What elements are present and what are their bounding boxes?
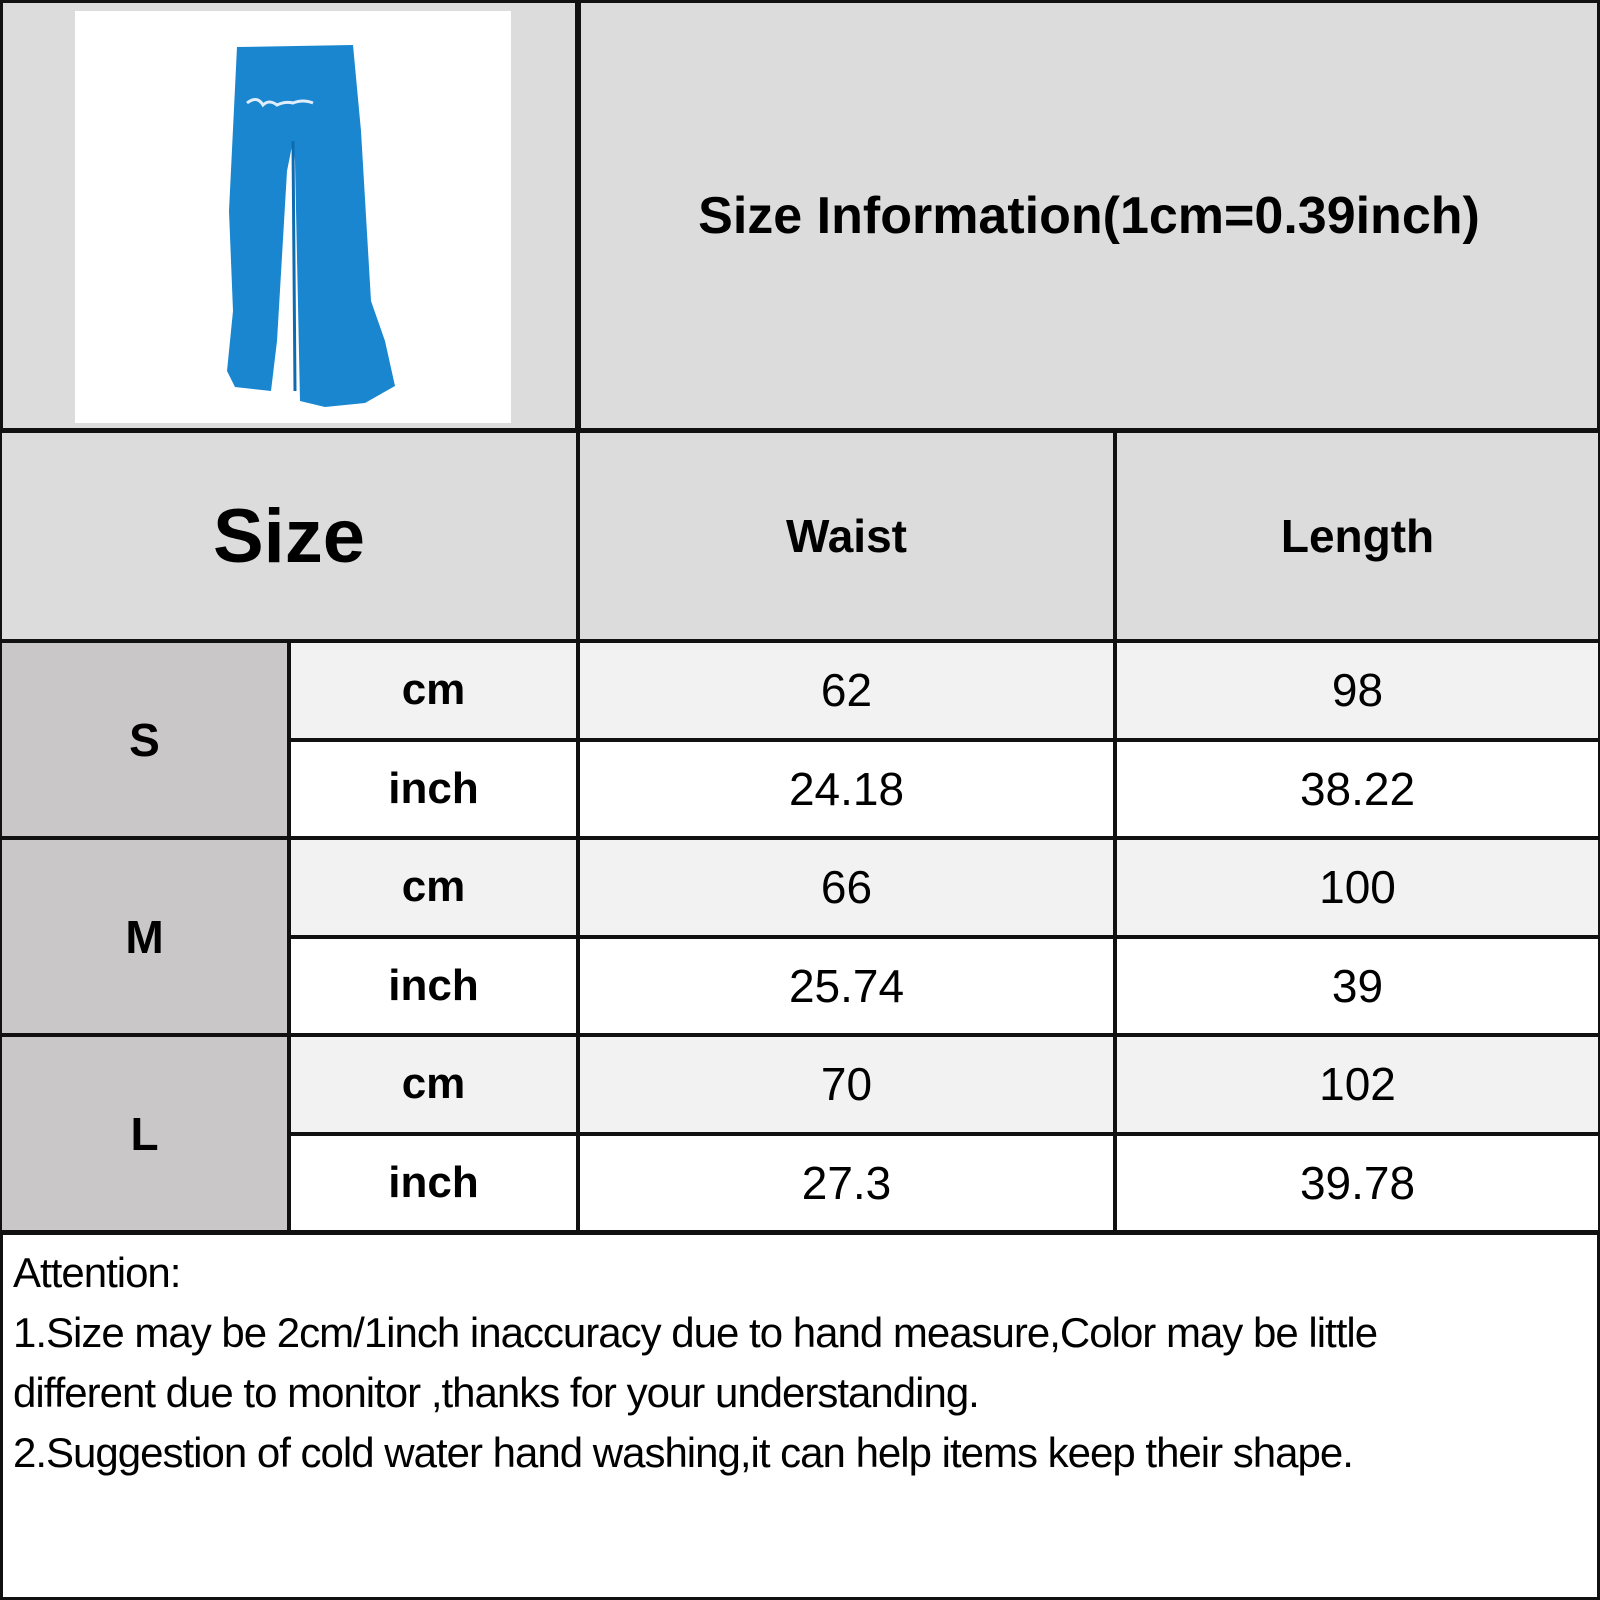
- size-cell: S: [0, 641, 289, 838]
- title-cell: Size Information(1cm=0.39inch): [578, 0, 1600, 431]
- waist-value: 25.74: [788, 959, 905, 1012]
- length-cell: 98: [1115, 641, 1600, 740]
- waist-cell: 27.3: [578, 1133, 1115, 1232]
- length-value: 38.22: [1299, 762, 1416, 815]
- header-waist-label: Waist: [786, 510, 907, 562]
- header-waist: Waist: [578, 431, 1115, 641]
- unit-label: cm: [401, 665, 466, 715]
- size-label: L: [130, 1107, 159, 1160]
- product-image-cell: [0, 0, 578, 431]
- unit-label: cm: [401, 862, 466, 912]
- waist-value: 70: [820, 1058, 873, 1111]
- header-size: Size: [0, 431, 578, 641]
- waist-cell: 66: [578, 838, 1115, 937]
- unit-label: inch: [388, 1157, 479, 1207]
- size-label: M: [125, 910, 164, 963]
- length-cell: 39: [1115, 936, 1600, 1035]
- size-cell: M: [0, 838, 289, 1035]
- attention-line: different due to monitor ,thanks for you…: [13, 1369, 980, 1416]
- header-length-label: Length: [1280, 510, 1435, 562]
- waist-value: 27.3: [801, 1156, 892, 1209]
- length-value: 98: [1331, 664, 1384, 717]
- attention-heading: Attention:: [13, 1249, 181, 1296]
- waist-value: 62: [820, 664, 873, 717]
- unit-label: inch: [388, 960, 479, 1010]
- page-title: Size Information(1cm=0.39inch): [698, 186, 1480, 245]
- length-value: 100: [1319, 861, 1396, 914]
- length-value: 102: [1319, 1058, 1396, 1111]
- pants-icon: [227, 45, 395, 407]
- product-image: [75, 11, 511, 423]
- length-cell: 100: [1115, 838, 1600, 937]
- length-cell: 38.22: [1115, 739, 1600, 838]
- unit-cell: cm: [289, 641, 578, 740]
- unit-label: inch: [388, 763, 479, 813]
- waist-value: 24.18: [788, 762, 905, 815]
- attention-note: Attention: 1.Size may be 2cm/1inch inacc…: [0, 1232, 1600, 1600]
- length-cell: 102: [1115, 1035, 1600, 1134]
- waist-value: 66: [820, 861, 873, 914]
- length-value: 39.78: [1299, 1156, 1416, 1209]
- attention-line: 1.Size may be 2cm/1inch inaccuracy due t…: [13, 1309, 1378, 1356]
- size-label: S: [129, 713, 160, 766]
- unit-cell: inch: [289, 739, 578, 838]
- unit-cell: cm: [289, 1035, 578, 1134]
- length-value: 39: [1331, 959, 1384, 1012]
- unit-label: cm: [401, 1059, 466, 1109]
- attention-line: 2.Suggestion of cold water hand washing,…: [13, 1429, 1354, 1476]
- unit-cell: inch: [289, 1133, 578, 1232]
- unit-cell: cm: [289, 838, 578, 937]
- waist-cell: 70: [578, 1035, 1115, 1134]
- waist-cell: 62: [578, 641, 1115, 740]
- unit-cell: inch: [289, 936, 578, 1035]
- waist-cell: 25.74: [578, 936, 1115, 1035]
- length-cell: 39.78: [1115, 1133, 1600, 1232]
- header-size-label: Size: [212, 493, 366, 579]
- header-length: Length: [1115, 431, 1600, 641]
- size-cell: L: [0, 1035, 289, 1232]
- waist-cell: 24.18: [578, 739, 1115, 838]
